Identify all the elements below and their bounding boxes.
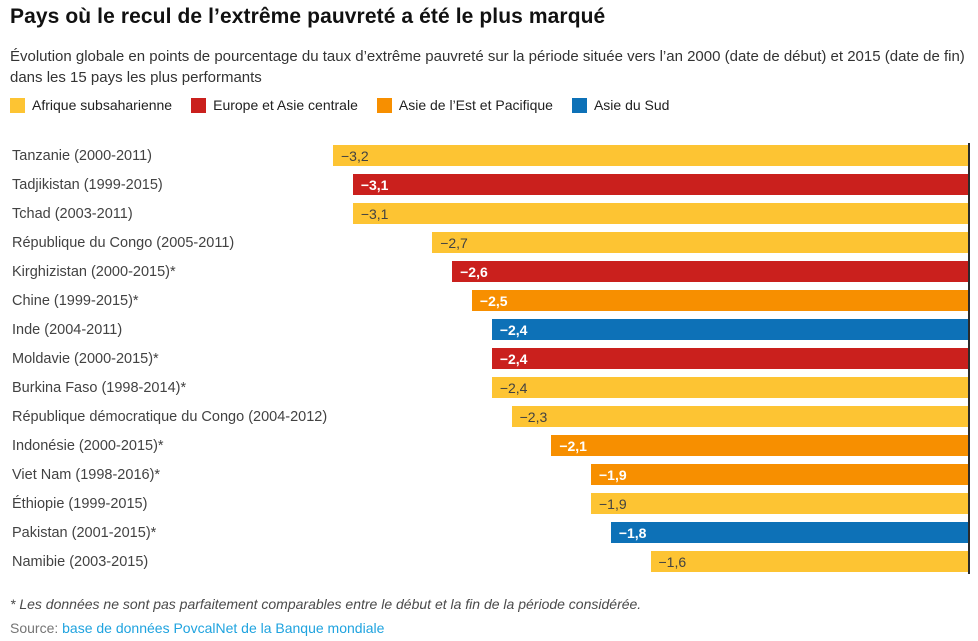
- country-label: République démocratique du Congo (2004-2…: [12, 408, 328, 425]
- country-label: République du Congo (2005-2011): [12, 234, 235, 251]
- bar-value-label: −1,8: [618, 524, 647, 541]
- bar: −2,4: [491, 348, 968, 369]
- country-label: Moldavie (2000-2015)*: [12, 350, 159, 367]
- chart-row: Chine (1999-2015)* −2,5: [0, 286, 970, 315]
- bar: −1,9: [591, 493, 968, 514]
- bar-value-label: −1,9: [599, 495, 627, 512]
- country-label: Namibie (2003-2015): [12, 553, 149, 570]
- legend-item-label: Asie de l’Est et Pacifique: [398, 97, 553, 113]
- bar: −3,1: [352, 203, 968, 224]
- legend-item: Asie de l’Est et Pacifique: [376, 97, 553, 113]
- country-label: Indonésie (2000-2015)*: [12, 437, 164, 454]
- chart-rows: Tanzanie (2000-2011) −3,2 Tadjikistan (1…: [0, 141, 970, 576]
- bar-value-label: −2,6: [460, 263, 488, 280]
- bar: −2,6: [452, 261, 968, 282]
- legend-item-label: Afrique subsaharienne: [32, 97, 173, 113]
- chart-row: Burkina Faso (1998-2014)* −2,4: [0, 373, 970, 402]
- source-label: Source:: [10, 620, 59, 636]
- chart-row: Kirghizistan (2000-2015)* −2,6: [0, 257, 970, 286]
- legend: Afrique subsaharienne Europe et Asie cen…: [10, 97, 970, 113]
- country-label: Éthiopie (1999-2015): [12, 495, 148, 512]
- bar: −2,4: [491, 377, 968, 398]
- source-line: Source: base de données PovcalNet de la …: [10, 620, 970, 636]
- chart-row: Inde (2004-2011) −2,4: [0, 315, 970, 344]
- bar-value-label: −3,2: [341, 147, 369, 164]
- legend-swatch: [10, 97, 25, 113]
- country-label: Kirghizistan (2000-2015)*: [12, 263, 176, 280]
- chart-row: Namibie (2003-2015) −1,6: [0, 547, 970, 576]
- bar: −1,6: [650, 551, 968, 572]
- chart-row: République démocratique du Congo (2004-2…: [0, 402, 970, 431]
- bar: −2,1: [551, 435, 968, 456]
- source-link[interactable]: base de données PovcalNet de la Banque m…: [62, 620, 385, 636]
- chart-row: Moldavie (2000-2015)* −2,4: [0, 344, 970, 373]
- legend-swatch: [376, 97, 392, 113]
- bar-value-label: −2,4: [499, 350, 528, 367]
- bar-value-label: −3,1: [360, 176, 389, 193]
- bar-value-label: −3,1: [360, 205, 389, 222]
- country-label: Burkina Faso (1998-2014)*: [12, 379, 187, 396]
- bar-value-label: −2,7: [440, 234, 468, 251]
- chart-row: Tchad (2003-2011) −3,1: [0, 199, 970, 228]
- bar-value-label: −1,6: [658, 553, 687, 570]
- country-label: Chine (1999-2015)*: [12, 292, 139, 309]
- zero-axis-line: [968, 143, 970, 574]
- chart-row: Éthiopie (1999-2015) −1,9: [0, 489, 970, 518]
- bar-value-label: −2,3: [519, 408, 548, 425]
- bar-value-label: −2,1: [559, 437, 587, 454]
- chart-row: République du Congo (2005-2011) −2,7: [0, 228, 970, 257]
- legend-item-label: Asie du Sud: [593, 97, 670, 113]
- country-label: Pakistan (2001-2015)*: [12, 524, 157, 541]
- country-label: Viet Nam (1998-2016)*: [12, 466, 161, 483]
- page-title: Pays où le recul de l’extrême pauvreté a…: [10, 5, 606, 28]
- country-label: Inde (2004-2011): [12, 321, 123, 338]
- bar-value-label: −1,9: [599, 466, 627, 483]
- legend-item: Asie du Sud: [571, 97, 670, 113]
- chart-row: Tadjikistan (1999-2015) −3,1: [0, 170, 970, 199]
- bar: −2,5: [471, 290, 968, 311]
- legend-item: Europe et Asie centrale: [191, 97, 358, 113]
- bar: −3,1: [352, 174, 968, 195]
- bar: −1,8: [610, 522, 968, 543]
- bar: −1,9: [591, 464, 968, 485]
- bar-value-label: −2,4: [499, 321, 528, 338]
- bar: −2,7: [432, 232, 968, 253]
- chart-row: Indonésie (2000-2015)* −2,1: [0, 431, 970, 460]
- bar: −3,2: [333, 145, 968, 166]
- bar-chart: Tanzanie (2000-2011) −3,2 Tadjikistan (1…: [0, 141, 970, 576]
- footnote: * Les données ne sont pas parfaitement c…: [10, 596, 642, 612]
- chart-row: Tanzanie (2000-2011) −3,2: [0, 141, 970, 170]
- chart-subtitle: Évolution globale en points de pourcenta…: [10, 48, 965, 86]
- country-label: Tanzanie (2000-2011): [12, 147, 152, 164]
- legend-swatch: [571, 97, 587, 113]
- chart-row: Pakistan (2001-2015)* −1,8: [0, 518, 970, 547]
- bar: −2,3: [511, 406, 968, 427]
- legend-item-label: Europe et Asie centrale: [213, 97, 358, 113]
- chart-row: Viet Nam (1998-2016)* −1,9: [0, 460, 970, 489]
- country-label: Tchad (2003-2011): [12, 205, 133, 222]
- legend-item: Afrique subsaharienne: [10, 97, 172, 113]
- bar-value-label: −2,4: [499, 379, 528, 396]
- country-label: Tadjikistan (1999-2015): [12, 176, 163, 193]
- bar: −2,4: [491, 319, 968, 340]
- bar-value-label: −2,5: [479, 292, 508, 309]
- legend-swatch: [191, 97, 207, 113]
